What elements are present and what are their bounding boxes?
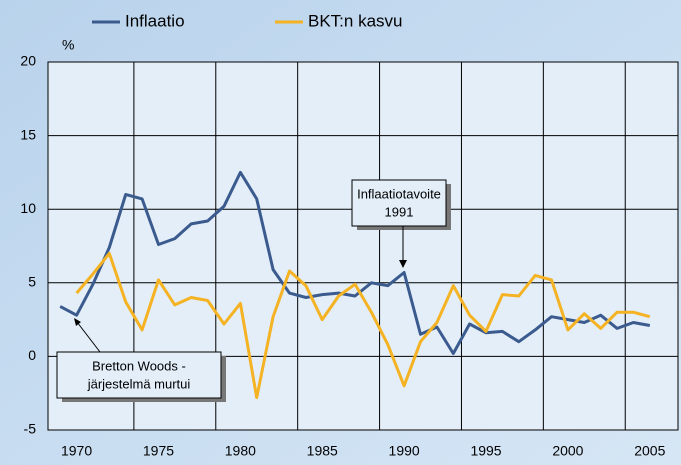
x-tick-label: 1980 [225,443,256,459]
y-tick-label: -5 [24,421,37,437]
annotation-text: Bretton Woods - [92,358,186,373]
y-unit: % [62,37,74,53]
y-tick-label: 10 [20,200,36,216]
annotation-arrow [76,321,101,353]
x-tick-label: 1975 [143,443,174,459]
x-tick-label: 1985 [307,443,338,459]
x-tick-label: 1995 [470,443,501,459]
legend-label: BKT:n kasvu [308,11,403,30]
annotation-text: järjestelmä murtui [87,376,191,391]
y-tick-label: 0 [28,347,36,363]
x-tick-label: 2000 [552,443,583,459]
y-tick-label: 5 [28,274,36,290]
series-line [59,170,651,355]
annotation-arrowhead [399,260,407,268]
x-tick-label: 1970 [61,443,92,459]
annotation-box [56,351,222,399]
annotation-arrowhead [74,318,81,326]
y-tick-label: 15 [20,126,36,142]
annotation-text: Inflaatiotavoite [357,186,441,201]
y-tick-label: 20 [20,53,36,69]
x-tick-label: 1990 [389,443,420,459]
x-tick-label: 2005 [634,443,665,459]
legend-label: Inflaatio [125,11,185,30]
series-line [75,251,651,400]
annotation-text: 1991 [385,204,414,219]
annotation-box [351,179,447,227]
